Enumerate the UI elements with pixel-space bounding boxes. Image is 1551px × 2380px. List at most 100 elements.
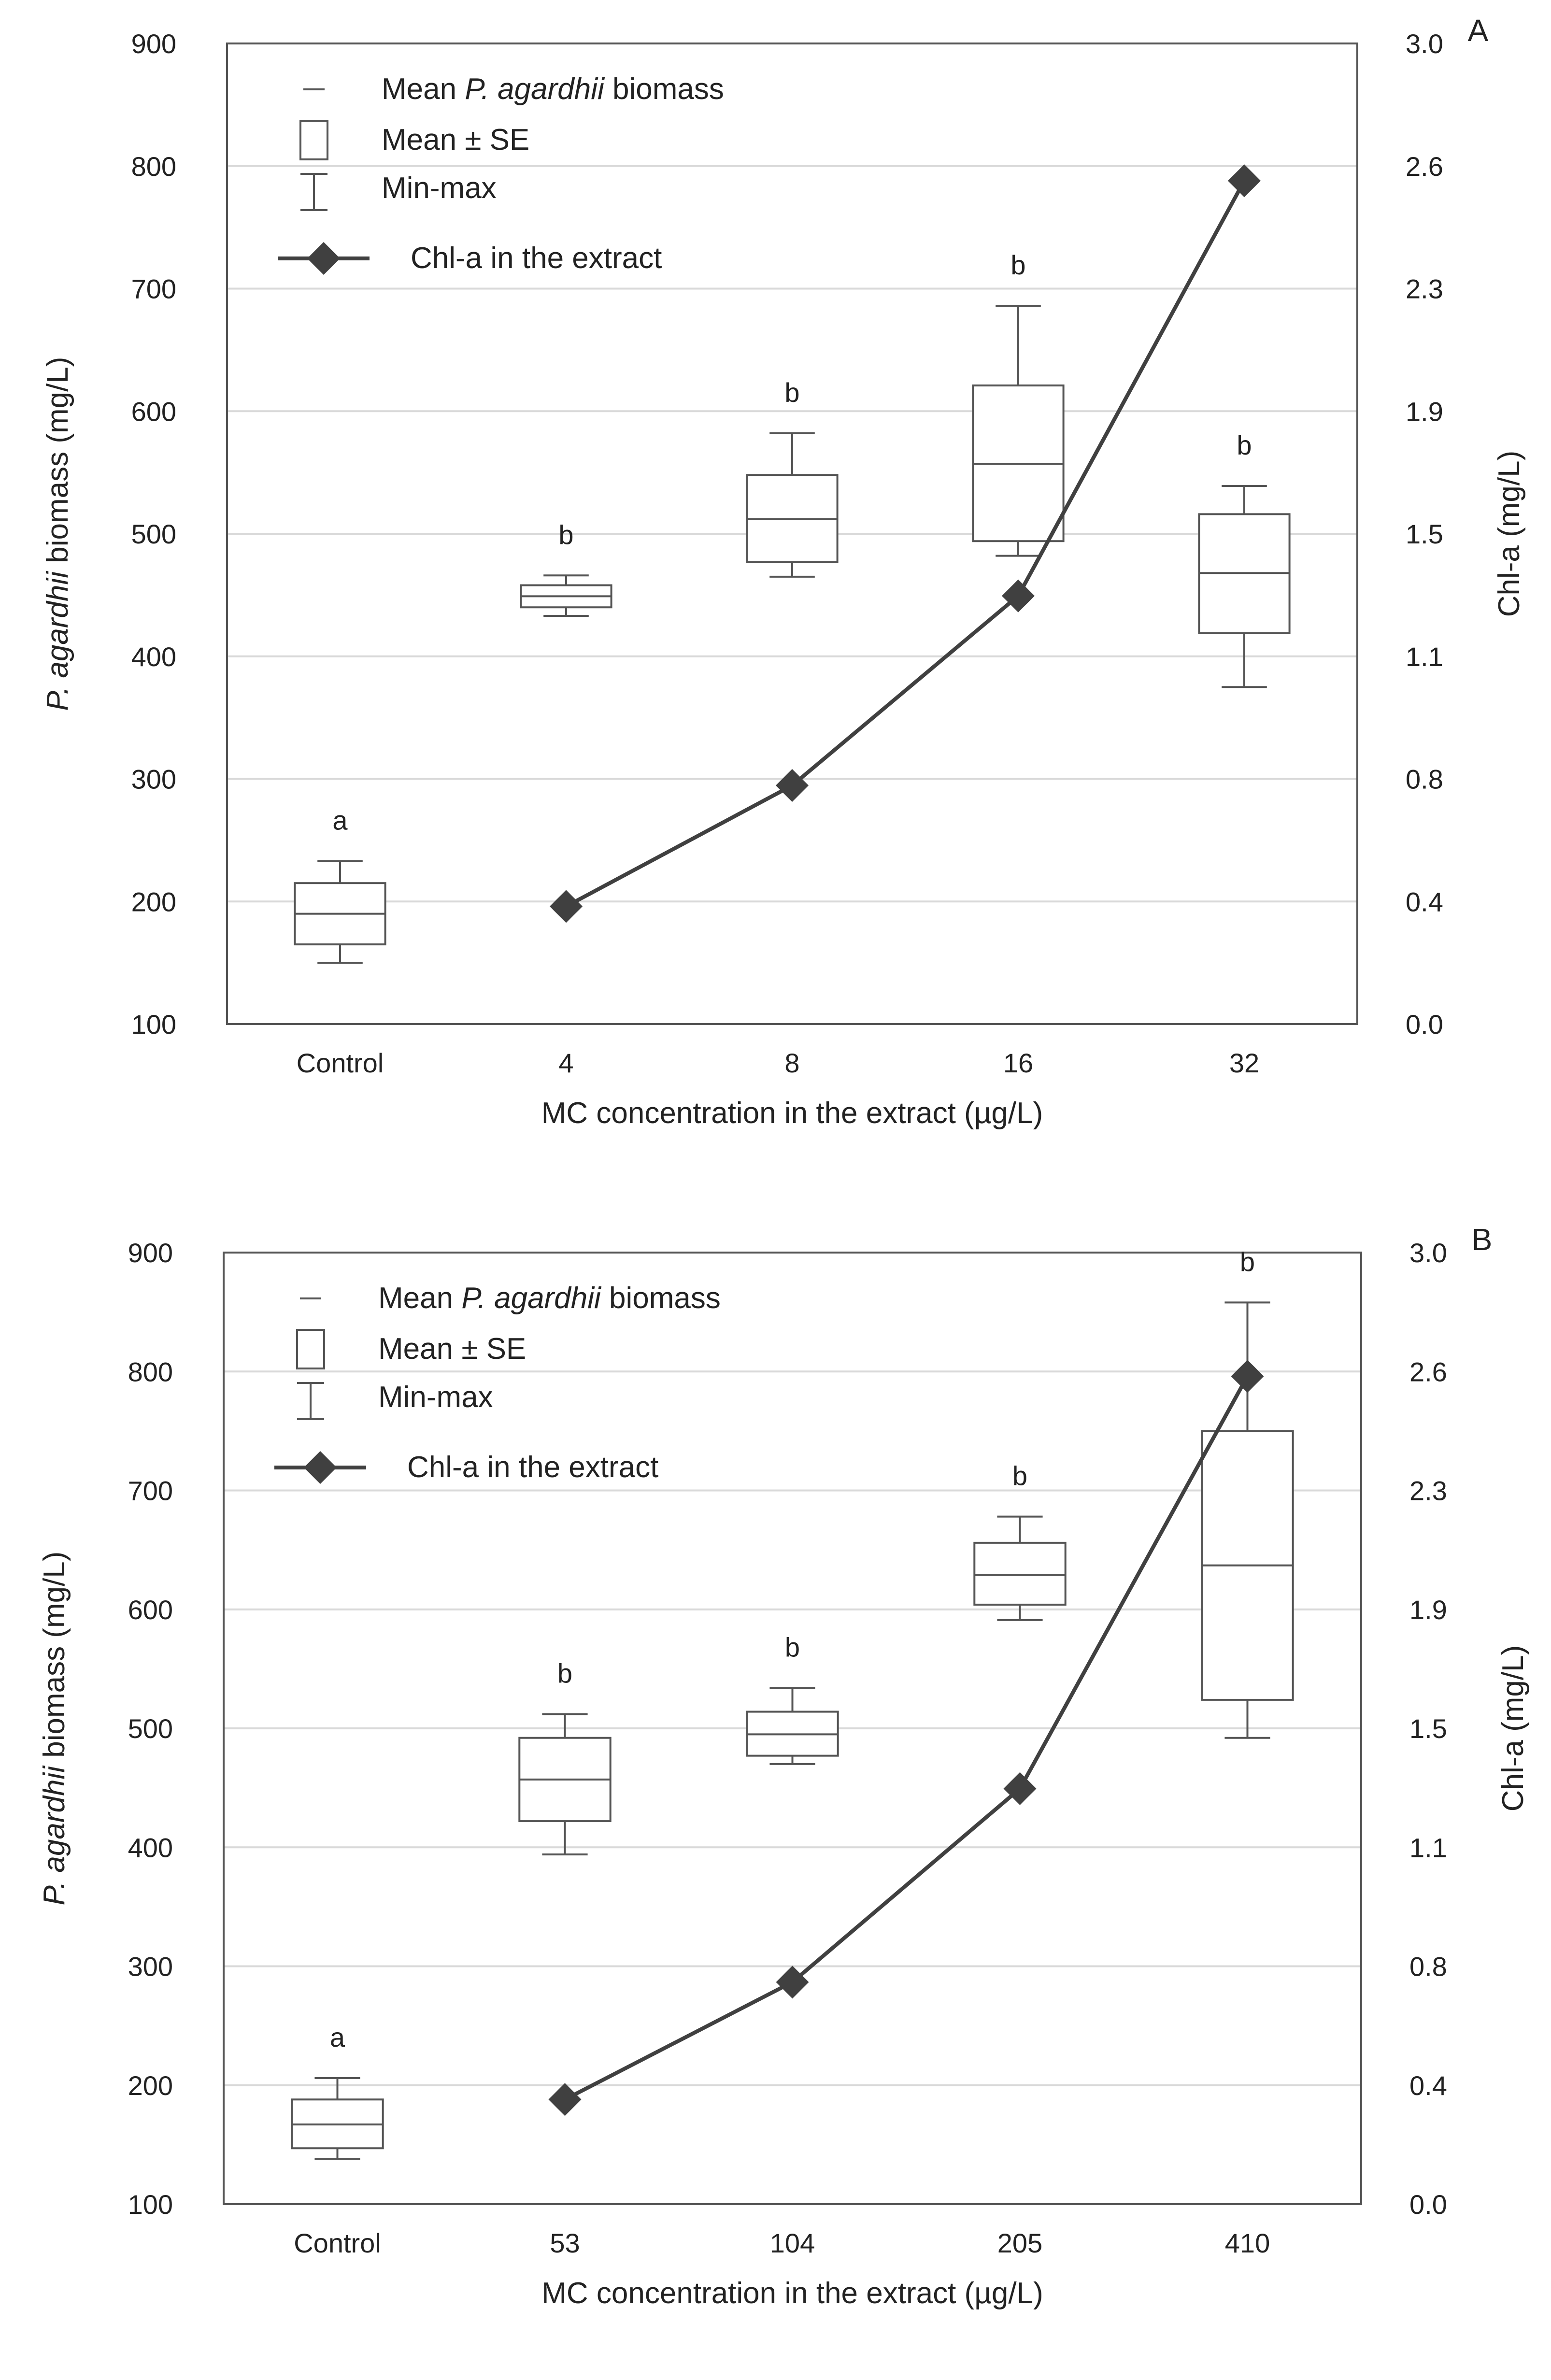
legend-mean-suffix: biomass (604, 72, 724, 106)
y-tick-label: 300 (128, 1952, 173, 1982)
y2-tick-label: 1.1 (1409, 1832, 1447, 1863)
significance-letter: b (557, 1658, 572, 1688)
legend-minmax-label: Min-max (378, 1381, 493, 1414)
significance-letter: a (332, 805, 348, 836)
y-tick-label: 900 (128, 1238, 173, 1268)
y-tick-label: 100 (131, 1009, 176, 1040)
legend-line-marker (304, 1451, 337, 1484)
y-tick-label: 800 (128, 1356, 173, 1387)
significance-letter: b (785, 1632, 800, 1662)
x-tick-label: 32 (1229, 1048, 1259, 1078)
x-axis-title: MC concentration in the extract (µg/L) (541, 2277, 1043, 2310)
legend: Mean P. agardhii biomass Mean ± SE Min-max… (278, 72, 724, 275)
significance-letter: a (330, 2022, 345, 2052)
legend-mean-label: Mean P. agardhii biomass (382, 72, 724, 106)
chl-a-marker (1231, 1360, 1264, 1393)
y-tick-label: 700 (131, 274, 176, 304)
y-tick-label: 800 (131, 151, 176, 182)
x-tick-label: Control (297, 1048, 384, 1078)
y-tick-label: 400 (131, 641, 176, 672)
y2-tick-label: 0.8 (1406, 764, 1443, 795)
chart-panel-a: 100 200 300 400 500 600 700 800 900 0.0 0.4 0.8 1.1 1… (41, 13, 1526, 1130)
plot-frame (223, 1252, 1362, 2205)
y-axis-title: P. agardhii biomass (mg/L) (41, 357, 74, 711)
chl-a-marker (550, 890, 583, 923)
y-tick-label: 100 (128, 2189, 173, 2220)
y2-tick-label: 3.0 (1409, 1238, 1447, 1268)
chl-a-marker (1003, 1772, 1037, 1805)
y-tick-label: 400 (128, 1832, 173, 1863)
chl-a-line (565, 180, 1246, 908)
y-tick-label: 900 (131, 29, 176, 59)
significance-letter: b (1237, 430, 1252, 460)
significance-letter: b (1240, 1246, 1255, 1277)
legend-se-label: Mean ± SE (378, 1332, 526, 1366)
y2-tick-label: 0.4 (1406, 886, 1443, 917)
legend-line-label: Chl-a in the extract (407, 1451, 658, 1484)
legend-line-label: Chl-a in the extract (411, 242, 662, 275)
box-32: b (1198, 430, 1291, 688)
box-410: b (1201, 1246, 1294, 1739)
y2-tick-label: 0.0 (1406, 1009, 1443, 1040)
y-axis-title-species: P. agardhii (38, 1765, 71, 1906)
y-axis-title-unit: biomass (mg/L) (38, 1552, 71, 1766)
chl-a-marker (776, 1966, 809, 1999)
box-53: b (518, 1658, 612, 1856)
significance-letter: b (1012, 1461, 1027, 1491)
y2-tick-label: 2.6 (1406, 151, 1443, 182)
y2-tick-label: 1.1 (1406, 641, 1443, 672)
y2-tick-label: 0.0 (1409, 2189, 1447, 2220)
legend-se-label: Mean ± SE (382, 123, 529, 157)
y2-tick-label: 2.3 (1409, 1476, 1447, 1506)
legend-mean-suffix: biomass (601, 1282, 721, 1315)
legend-mean-prefix: Mean (378, 1282, 461, 1315)
chl-a-marker (1002, 579, 1035, 613)
x-tick-label: 8 (784, 1048, 799, 1078)
box-4: b (520, 519, 612, 617)
y2-axis-title: Chl-a (mg/L) (1493, 451, 1526, 617)
y-tick-label: 600 (128, 1595, 173, 1625)
y-tick-label: 500 (128, 1713, 173, 1744)
panel-letter: B (1472, 1222, 1493, 1257)
x-tick-label: 104 (770, 2228, 815, 2258)
x-axis-title: MC concentration in the extract (µg/L) (541, 1097, 1043, 1130)
x-tick-label: 53 (550, 2228, 580, 2258)
panel-letter: A (1468, 13, 1489, 48)
x-tick-label: 410 (1225, 2228, 1270, 2258)
y2-tick-label: 0.4 (1409, 2070, 1447, 2101)
y-tick-label: 700 (128, 1476, 173, 1506)
legend: Mean P. agardhii biomass Mean ± SE Min-max… (274, 1282, 721, 1484)
chl-a-line (564, 1375, 1250, 2101)
box-control: a (291, 2022, 384, 2160)
box-control: a (294, 805, 386, 964)
legend-se-swatch (296, 1329, 325, 1369)
y-tick-label: 600 (131, 396, 176, 427)
chl-a-marker (776, 769, 809, 802)
y2-axis-title: Chl-a (mg/L) (1496, 1645, 1530, 1812)
legend-mean-species: P. agardhii (465, 72, 605, 106)
y-tick-label: 300 (131, 764, 176, 795)
legend-minmax-label: Min-max (382, 171, 497, 205)
box-8: b (746, 377, 839, 578)
y2-tick-label: 3.0 (1406, 29, 1443, 59)
y2-tick-label: 0.8 (1409, 1952, 1447, 1982)
plot-frame (226, 43, 1358, 1025)
box-104: b (746, 1632, 839, 1765)
legend-line-marker (307, 242, 340, 275)
legend-se-swatch (299, 120, 328, 160)
y2-tick-label: 1.5 (1406, 519, 1443, 549)
chl-a-marker (1228, 164, 1261, 198)
y2-tick-label: 2.6 (1409, 1356, 1447, 1387)
y-tick-label: 200 (131, 886, 176, 917)
x-tick-label: 205 (997, 2228, 1042, 2258)
y2-tick-label: 1.9 (1409, 1595, 1447, 1625)
significance-letter: b (784, 377, 799, 408)
significance-letter: b (558, 519, 573, 550)
y-axis-title-species: P. agardhii (41, 570, 74, 711)
legend-mean-species: P. agardhii (461, 1282, 602, 1315)
x-tick-label: Control (294, 2228, 381, 2258)
significance-letter: b (1010, 250, 1025, 280)
y-axis-title-unit: biomass (mg/L) (41, 357, 74, 571)
x-tick-label: 4 (558, 1048, 573, 1078)
